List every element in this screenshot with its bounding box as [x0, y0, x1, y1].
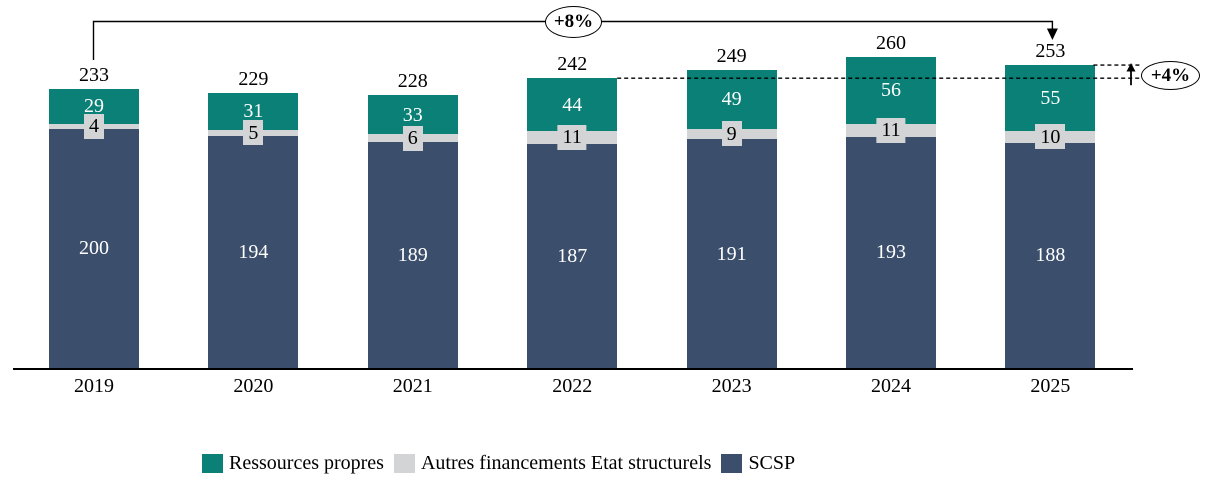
- segment-ressources-propres-2025: 55: [1005, 65, 1096, 131]
- x-axis-label-2021: 2021: [392, 375, 433, 397]
- x-axis-label-2022: 2022: [552, 375, 593, 397]
- value-ressources-propres-2021: 33: [402, 103, 423, 126]
- total-label-2022: 242: [557, 53, 588, 76]
- legend-swatch-icon: [393, 453, 415, 473]
- value-scsp-2024: 193: [876, 241, 906, 264]
- growth-4pct-label: +4%: [1150, 64, 1191, 86]
- segment-scsp-2023: 191: [686, 139, 777, 368]
- segment-scsp-2019: 200: [49, 128, 139, 368]
- value-scsp-2025: 188: [1035, 244, 1066, 267]
- bar-group-2020: 31 194 5: [208, 92, 299, 368]
- value-scsp-2021: 189: [397, 243, 428, 266]
- value-autres-financements-2021: 6: [402, 125, 423, 151]
- value-scsp-2022: 187: [557, 245, 588, 267]
- value-scsp-2020: 194: [238, 240, 269, 263]
- bar-group-2023: 49 191 9: [686, 69, 777, 368]
- legend-item-autres-financements-etat-structurels: Autres financements Etat structurels: [393, 452, 712, 474]
- value-ressources-propres-2025: 55: [1040, 86, 1061, 109]
- value-ressources-propres-2020: 31: [243, 100, 264, 123]
- value-autres-financements-2025: 10: [1035, 124, 1066, 150]
- legend-item-ressources-propres: Ressources propres: [202, 452, 384, 474]
- growth-8pct-label: +8%: [553, 11, 594, 32]
- legend-label: Ressources propres: [229, 452, 384, 474]
- growth-annotation-4pct: +4%: [1141, 61, 1200, 90]
- value-ressources-propres-2022: 44: [562, 93, 583, 116]
- x-axis-line: [13, 368, 1133, 370]
- total-label-2020: 229: [238, 67, 269, 90]
- bar-group-2025: 55 188 10: [1005, 65, 1096, 368]
- segment-scsp-2025: 188: [1005, 142, 1096, 368]
- chart-legend: Ressources propres Autres financements Et…: [202, 452, 795, 474]
- x-axis-label-2023: 2023: [711, 375, 752, 397]
- x-axis-label-2019: 2019: [74, 375, 114, 397]
- total-label-2024: 260: [876, 31, 906, 54]
- value-ressources-propres-2023: 49: [721, 88, 742, 111]
- x-axis-label-2025: 2025: [1030, 375, 1071, 397]
- value-autres-financements-2020: 5: [243, 120, 264, 146]
- legend-label: SCSP: [748, 452, 796, 474]
- growth-annotation-8pct: +8%: [545, 6, 602, 38]
- value-autres-financements-2019: 4: [84, 113, 104, 139]
- value-ressources-propres-2019: 29: [84, 95, 104, 118]
- total-label-2025: 253: [1035, 40, 1066, 63]
- total-label-2021: 228: [397, 69, 428, 92]
- bar-group-2024: 56 193 11: [846, 56, 936, 368]
- bar-group-2021: 33 189 6: [367, 94, 458, 368]
- value-scsp-2019: 200: [79, 237, 109, 260]
- value-autres-financements-2023: 9: [721, 121, 742, 147]
- value-autres-financements-2022: 11: [557, 124, 587, 150]
- segment-ressources-propres-2023: 49: [686, 69, 777, 129]
- segment-scsp-2024: 193: [846, 136, 936, 368]
- x-axis-label-2024: 2024: [871, 375, 911, 397]
- legend-item-scsp: SCSP: [721, 452, 795, 474]
- segment-scsp-2022: 187: [527, 144, 618, 368]
- segment-scsp-2021: 189: [367, 141, 458, 368]
- legend-label: Autres financements Etat structurels: [420, 452, 712, 474]
- total-label-2019: 233: [79, 64, 109, 86]
- value-scsp-2023: 191: [716, 242, 747, 265]
- bar-group-2022: 44 187 11: [527, 78, 618, 368]
- x-axis-label-2020: 2020: [233, 375, 274, 397]
- legend-swatch-icon: [721, 453, 743, 473]
- segment-ressources-propres-2022: 44: [527, 78, 618, 131]
- value-autres-financements-2024: 11: [876, 117, 906, 143]
- segment-ressources-propres-2024: 56: [846, 56, 936, 124]
- bar-group-2019: 29 200 4: [49, 89, 139, 368]
- total-label-2023: 249: [716, 44, 747, 67]
- value-ressources-propres-2024: 56: [881, 79, 901, 102]
- segment-scsp-2020: 194: [208, 135, 299, 368]
- legend-swatch-icon: [202, 453, 223, 473]
